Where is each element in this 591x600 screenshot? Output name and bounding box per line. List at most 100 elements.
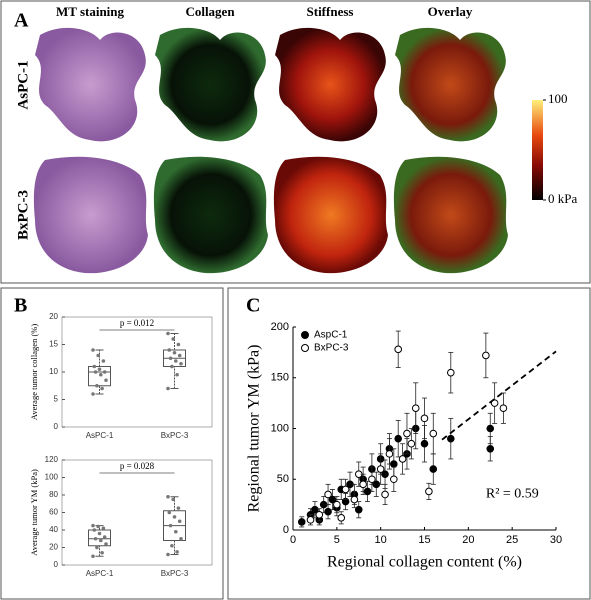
data-point — [95, 545, 99, 550]
data-point — [95, 383, 99, 388]
data-point — [168, 523, 173, 528]
data-point — [376, 465, 385, 473]
data-point — [368, 475, 376, 484]
data-point — [172, 350, 177, 355]
data-point — [398, 455, 407, 463]
data-point — [91, 523, 95, 528]
row-label: BxPC-3 — [15, 190, 31, 240]
data-point — [486, 445, 495, 453]
y-axis-label: Average tumor collagen (%) — [29, 324, 39, 421]
image-mt — [35, 27, 146, 142]
legend-marker — [301, 344, 309, 352]
data-point — [166, 386, 170, 391]
y-tick-label: 20 — [49, 543, 58, 552]
data-point — [176, 342, 181, 347]
data-point — [411, 404, 420, 413]
image-stiffness — [275, 27, 386, 142]
data-point — [176, 506, 181, 510]
data-point — [420, 439, 429, 448]
data-point — [166, 494, 170, 499]
data-point — [429, 429, 438, 438]
data-point — [175, 550, 179, 554]
data-point — [333, 500, 341, 509]
data-point — [390, 460, 398, 468]
p-value: p = 0.028 — [120, 461, 155, 471]
panel-label: A — [14, 10, 29, 32]
y-tick-label: 40 — [49, 525, 58, 534]
data-point — [92, 364, 97, 369]
x-tick-label: AsPC-1 — [86, 431, 114, 440]
data-point — [177, 353, 182, 358]
column-header: Stiffness — [307, 4, 354, 19]
panel-b-frame — [0, 287, 224, 600]
y-tick-label: 0 — [283, 524, 289, 536]
y-tick-label: 5 — [54, 395, 59, 404]
column-header: Overlay — [428, 4, 473, 19]
data-point — [447, 434, 455, 443]
data-point — [174, 359, 178, 363]
data-point — [96, 353, 100, 358]
x-tick-label: 15 — [418, 534, 430, 546]
data-point — [324, 490, 332, 499]
y-tick-label: 80 — [49, 490, 58, 499]
data-point — [101, 359, 106, 363]
y-tick-label: 20 — [49, 312, 58, 321]
data-point — [91, 348, 95, 352]
data-point — [177, 519, 182, 524]
data-point — [175, 372, 179, 377]
image-mt — [33, 156, 149, 274]
x-tick-label: AsPC-1 — [86, 569, 114, 578]
image-stiffness — [273, 156, 388, 274]
y-tick-label: 100 — [45, 473, 59, 482]
y-tick-label: 0 — [54, 560, 59, 569]
y-tick-label: 0 — [54, 422, 59, 431]
data-point — [100, 386, 104, 391]
x-tick-label: 30 — [550, 534, 562, 546]
image-collagen — [153, 156, 268, 274]
data-point — [167, 510, 172, 515]
data-point — [486, 424, 495, 433]
data-point — [403, 429, 411, 438]
data-point — [171, 337, 175, 341]
data-point — [171, 497, 175, 502]
data-point — [91, 554, 95, 559]
y-tick-label: 120 — [45, 455, 59, 464]
y-tick-label: 10 — [49, 367, 58, 376]
data-point — [381, 470, 389, 478]
data-point — [97, 367, 102, 372]
y-axis-label: Average tumor YM (kPa) — [29, 469, 39, 556]
r-squared: R² = 0.59 — [486, 487, 539, 502]
data-point — [390, 475, 398, 484]
data-point — [102, 370, 107, 374]
data-point — [167, 348, 172, 352]
y-tick-label: 200 — [271, 321, 289, 333]
x-axis-label: Regional collagen content (%) — [327, 554, 522, 571]
y-tick-label: 50 — [277, 473, 289, 485]
legend-marker — [301, 331, 309, 339]
data-point — [425, 487, 433, 496]
box — [88, 366, 111, 387]
data-point — [447, 368, 455, 377]
p-value: p = 0.012 — [120, 318, 154, 328]
data-point — [394, 434, 403, 443]
data-point — [324, 507, 332, 516]
data-point — [170, 543, 174, 548]
x-tick-label: 5 — [334, 534, 340, 546]
y-tick-label: 60 — [49, 508, 58, 517]
legend-label: AspC-1 — [314, 330, 348, 341]
data-point — [429, 465, 438, 473]
x-tick-label: 0 — [290, 534, 296, 546]
panel-a-frame — [0, 0, 591, 284]
row-label: AsPC-1 — [15, 60, 31, 109]
fit-line — [441, 350, 557, 441]
data-point — [359, 480, 367, 489]
data-point — [99, 538, 103, 543]
x-tick-label: BxPC-3 — [161, 569, 189, 578]
colorbar — [532, 100, 543, 200]
data-point — [341, 485, 350, 494]
y-tick-label: 150 — [271, 372, 289, 384]
box — [88, 529, 111, 547]
x-tick-label: BxPC-3 — [161, 431, 189, 440]
data-point — [311, 505, 319, 514]
